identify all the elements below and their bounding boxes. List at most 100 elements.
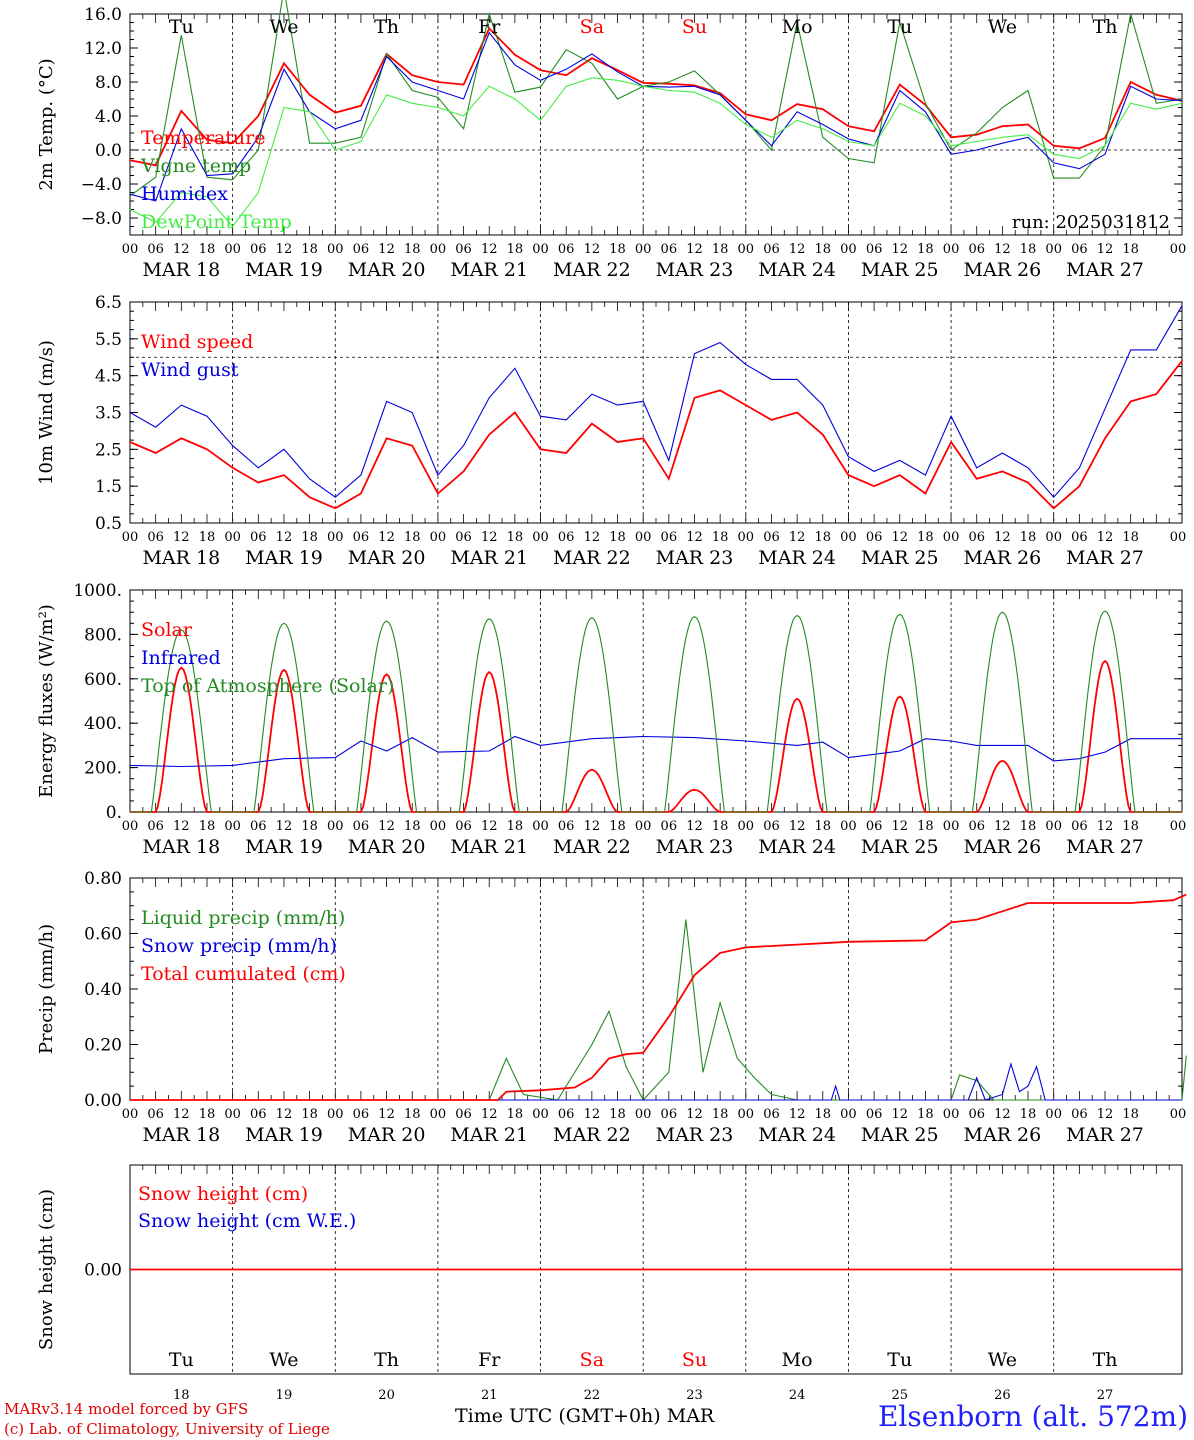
series-group bbox=[129, 305, 1183, 510]
hour-tick-label: 00 bbox=[1170, 530, 1187, 545]
date-label: MAR 21 bbox=[450, 259, 528, 281]
hour-tick-label: 06 bbox=[661, 530, 678, 545]
date-label: MAR 23 bbox=[656, 259, 734, 281]
hour-tick-label: 12 bbox=[789, 242, 806, 257]
hour-tick-label: 12 bbox=[173, 1107, 190, 1122]
y-tick-label: 12.0 bbox=[84, 39, 122, 59]
hour-tick-label: 12 bbox=[481, 819, 498, 834]
weekday-label: We bbox=[988, 1349, 1017, 1371]
date-label: MAR 19 bbox=[245, 259, 323, 281]
weekday-label: Th bbox=[1093, 1349, 1118, 1371]
y-tick-label: 0.40 bbox=[84, 980, 122, 1000]
hour-tick-label: 06 bbox=[866, 819, 883, 834]
day-number-label: 21 bbox=[481, 1388, 498, 1403]
hour-tick-label: 06 bbox=[968, 1107, 985, 1122]
series-line-infrared bbox=[129, 735, 1182, 768]
hour-tick-label: 06 bbox=[968, 242, 985, 257]
hour-tick-label: 06 bbox=[763, 1107, 780, 1122]
y-tick-label: 0. bbox=[106, 803, 122, 823]
y-tick-label: −4.0 bbox=[81, 175, 122, 195]
hour-tick-label: 06 bbox=[866, 530, 883, 545]
y-tick-label: 6.5 bbox=[95, 293, 122, 313]
hour-tick-label: 00 bbox=[635, 819, 652, 834]
hour-tick-label: 18 bbox=[507, 1107, 524, 1122]
hour-tick-label: 12 bbox=[173, 242, 190, 257]
weekday-label: Tu bbox=[887, 16, 912, 38]
weekday-label: We bbox=[269, 1349, 298, 1371]
y-tick-label: 600. bbox=[84, 670, 122, 690]
weekday-label: Tu bbox=[169, 16, 194, 38]
hour-tick-label: 06 bbox=[1071, 1107, 1088, 1122]
hour-tick-label: 18 bbox=[301, 1107, 318, 1122]
panel-energy: 1000. 800. 600. 400. 200. 0. Energy fluxes (W/… bbox=[36, 581, 1186, 858]
hour-tick-label: 00 bbox=[122, 530, 139, 545]
weekday-label: Tu bbox=[887, 1349, 912, 1371]
date-label: MAR 25 bbox=[861, 1124, 939, 1146]
hour-tick-label: 00 bbox=[327, 242, 344, 257]
hour-tick-label: 18 bbox=[1020, 1107, 1037, 1122]
y-axis-label: Energy fluxes (W/m²) bbox=[36, 604, 57, 798]
day-number-label: 23 bbox=[686, 1388, 703, 1403]
legend-entry: Snow precip (mm/h) bbox=[141, 935, 337, 957]
date-label: MAR 19 bbox=[245, 836, 323, 858]
hour-tick-label: 18 bbox=[917, 530, 934, 545]
hour-tick-label: 18 bbox=[815, 530, 832, 545]
hour-tick-label: 00 bbox=[224, 530, 241, 545]
hour-tick-label: 12 bbox=[994, 242, 1011, 257]
hour-tick-label: 00 bbox=[224, 1107, 241, 1122]
hour-tick-label: 12 bbox=[276, 1107, 293, 1122]
hour-tick-label: 06 bbox=[558, 242, 575, 257]
legend-entry: Top of Atmosphere (Solar) bbox=[141, 675, 394, 697]
y-tick-label: 0.00 bbox=[84, 1091, 122, 1111]
hour-tick-label: 12 bbox=[584, 1107, 601, 1122]
hour-tick-label: 18 bbox=[1020, 242, 1037, 257]
hour-tick-label: 12 bbox=[378, 530, 395, 545]
date-label: MAR 19 bbox=[245, 1124, 323, 1146]
day-number-label: 27 bbox=[1097, 1388, 1114, 1403]
hour-tick-label: 00 bbox=[224, 819, 241, 834]
date-label: MAR 18 bbox=[142, 547, 220, 569]
hour-tick-label: 18 bbox=[301, 819, 318, 834]
hour-tick-label: 00 bbox=[430, 530, 447, 545]
date-label: MAR 20 bbox=[348, 259, 426, 281]
hour-tick-label: 00 bbox=[122, 242, 139, 257]
hour-tick-label: 06 bbox=[558, 530, 575, 545]
hour-tick-label: 00 bbox=[430, 242, 447, 257]
legend-entry: Infrared bbox=[141, 647, 221, 669]
day-number-label: 24 bbox=[789, 1388, 806, 1403]
station-name: Elsenborn (alt. 572m) bbox=[877, 1400, 1188, 1433]
hour-tick-label: 18 bbox=[609, 242, 626, 257]
hour-tick-label: 00 bbox=[122, 1107, 139, 1122]
hour-tick-label: 06 bbox=[250, 819, 267, 834]
hour-tick-label: 12 bbox=[789, 1107, 806, 1122]
day-number-label: 26 bbox=[994, 1388, 1011, 1403]
y-tick-label: 400. bbox=[84, 714, 122, 734]
panel-frame bbox=[129, 301, 1183, 524]
date-label: MAR 20 bbox=[348, 836, 426, 858]
series-group bbox=[129, 0, 1183, 228]
day-number-label: 18 bbox=[173, 1388, 190, 1403]
series-group bbox=[129, 610, 1182, 813]
hour-tick-label: 12 bbox=[686, 819, 703, 834]
weekday-label: Sa bbox=[580, 16, 604, 38]
day-number-label: 20 bbox=[378, 1388, 395, 1403]
hour-tick-label: 12 bbox=[686, 242, 703, 257]
hour-tick-label: 12 bbox=[584, 530, 601, 545]
x-axis-month: MAR bbox=[666, 1405, 715, 1427]
date-label: MAR 25 bbox=[861, 259, 939, 281]
hour-tick-label: 06 bbox=[455, 819, 472, 834]
hour-tick-label: 00 bbox=[738, 819, 755, 834]
date-label: MAR 27 bbox=[1066, 547, 1144, 569]
hour-tick-label: 12 bbox=[1097, 819, 1114, 834]
date-label: MAR 18 bbox=[142, 836, 220, 858]
date-label: MAR 24 bbox=[758, 259, 836, 281]
hour-tick-label: 18 bbox=[609, 819, 626, 834]
day-number-label: 19 bbox=[276, 1388, 293, 1403]
hour-tick-label: 06 bbox=[353, 1107, 370, 1122]
date-label: MAR 18 bbox=[142, 259, 220, 281]
weekday-label: Sa bbox=[580, 1349, 604, 1371]
weekday-label: Fr bbox=[478, 16, 501, 38]
legend-entry: Temperature bbox=[141, 127, 265, 149]
hour-tick-label: 00 bbox=[635, 530, 652, 545]
y-tick-label: 4.0 bbox=[95, 107, 122, 127]
